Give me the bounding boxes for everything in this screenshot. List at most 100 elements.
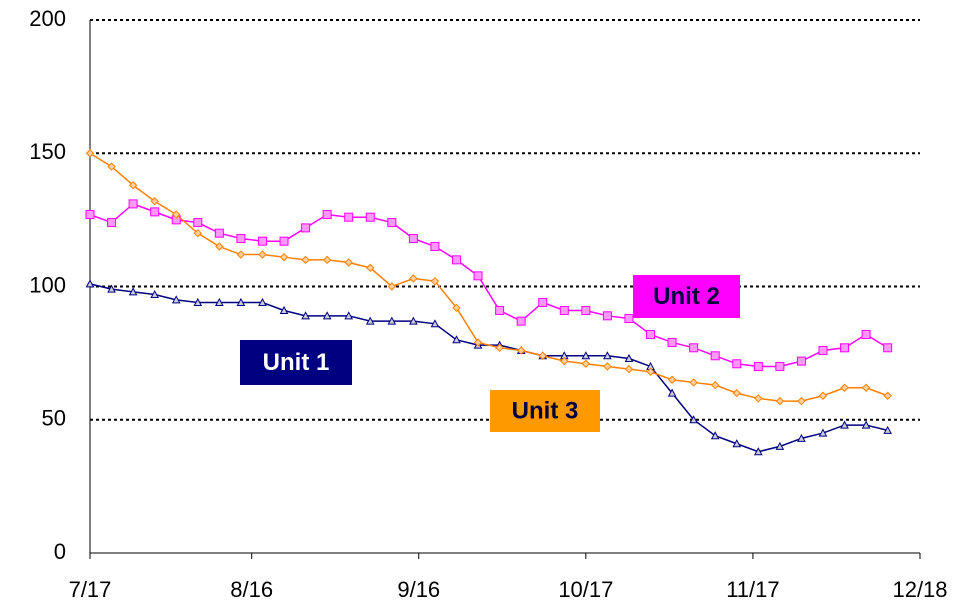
marker: [408, 234, 418, 244]
series-line: [89, 152, 888, 402]
marker: [236, 297, 246, 306]
marker: [667, 337, 677, 347]
marker: [495, 305, 505, 315]
marker: [624, 364, 634, 374]
marker: [646, 329, 656, 339]
marker: [258, 250, 267, 259]
marker: [732, 439, 742, 448]
marker: [603, 362, 612, 371]
marker: [689, 415, 698, 424]
marker: [193, 218, 203, 228]
marker: [452, 335, 461, 344]
marker: [732, 359, 742, 369]
y-tick-label: 200: [29, 6, 66, 31]
marker: [473, 338, 483, 347]
marker: [301, 255, 310, 265]
marker: [883, 343, 893, 353]
marker: [409, 274, 418, 283]
x-tick-label: 8/16: [230, 577, 273, 602]
marker: [818, 428, 828, 437]
marker: [775, 441, 785, 450]
marker: [150, 207, 160, 217]
series: [85, 149, 892, 406]
marker: [366, 263, 375, 273]
series: [85, 279, 892, 456]
marker: [85, 210, 95, 220]
marker: [581, 359, 591, 368]
marker: [322, 255, 332, 265]
y-tick-label: 0: [54, 539, 66, 564]
marker: [797, 433, 806, 442]
marker: [796, 356, 806, 366]
marker: [344, 258, 353, 267]
marker: [387, 316, 397, 325]
marker: [473, 271, 483, 281]
marker: [301, 311, 310, 320]
marker: [365, 212, 375, 222]
marker: [215, 297, 224, 306]
marker: [667, 375, 677, 384]
marker: [689, 343, 699, 353]
marker: [560, 356, 569, 366]
marker: [818, 391, 828, 400]
marker: [107, 162, 116, 171]
marker: [753, 447, 763, 456]
marker: [279, 305, 289, 314]
x-tick-label: 9/16: [397, 577, 440, 602]
marker: [107, 284, 116, 293]
marker: [689, 378, 698, 387]
marker: [301, 223, 311, 233]
marker: [753, 361, 763, 371]
marker: [128, 287, 138, 296]
marker: [344, 212, 354, 222]
marker: [258, 297, 267, 306]
marker: [840, 343, 850, 353]
marker: [710, 351, 720, 361]
marker: [883, 391, 892, 400]
marker: [344, 311, 354, 320]
marker: [646, 367, 655, 376]
marker: [861, 329, 871, 339]
marker: [365, 316, 375, 325]
marker: [667, 388, 677, 397]
marker: [236, 250, 246, 259]
marker: [430, 319, 440, 328]
marker: [128, 199, 138, 209]
marker: [150, 289, 160, 298]
marker: [840, 383, 849, 392]
series: [85, 199, 893, 371]
marker: [193, 228, 202, 238]
marker: [430, 276, 440, 286]
marker: [107, 218, 117, 228]
marker: [861, 383, 871, 392]
marker: [516, 346, 526, 355]
marker: [538, 351, 547, 360]
legend-label: Unit 1: [263, 349, 330, 376]
x-tick-label: 7/17: [69, 577, 112, 602]
marker: [581, 351, 591, 360]
marker: [257, 236, 267, 246]
legend-box: [633, 275, 740, 318]
marker: [128, 181, 138, 190]
legend-box: [490, 390, 600, 432]
marker: [624, 353, 634, 362]
x-tick-label: 12/18: [892, 577, 947, 602]
marker: [797, 396, 806, 406]
marker: [602, 311, 612, 321]
marker: [322, 311, 332, 320]
marker: [236, 234, 246, 244]
marker: [559, 305, 569, 315]
marker: [409, 316, 418, 325]
marker: [193, 297, 203, 306]
marker: [430, 242, 440, 252]
marker: [754, 394, 763, 403]
marker: [861, 420, 871, 429]
marker: [85, 279, 95, 288]
marker: [516, 316, 526, 326]
marker: [818, 345, 828, 355]
marker: [171, 295, 181, 304]
marker: [775, 361, 785, 371]
marker: [172, 210, 181, 219]
marker: [214, 228, 224, 238]
marker: [150, 197, 159, 206]
